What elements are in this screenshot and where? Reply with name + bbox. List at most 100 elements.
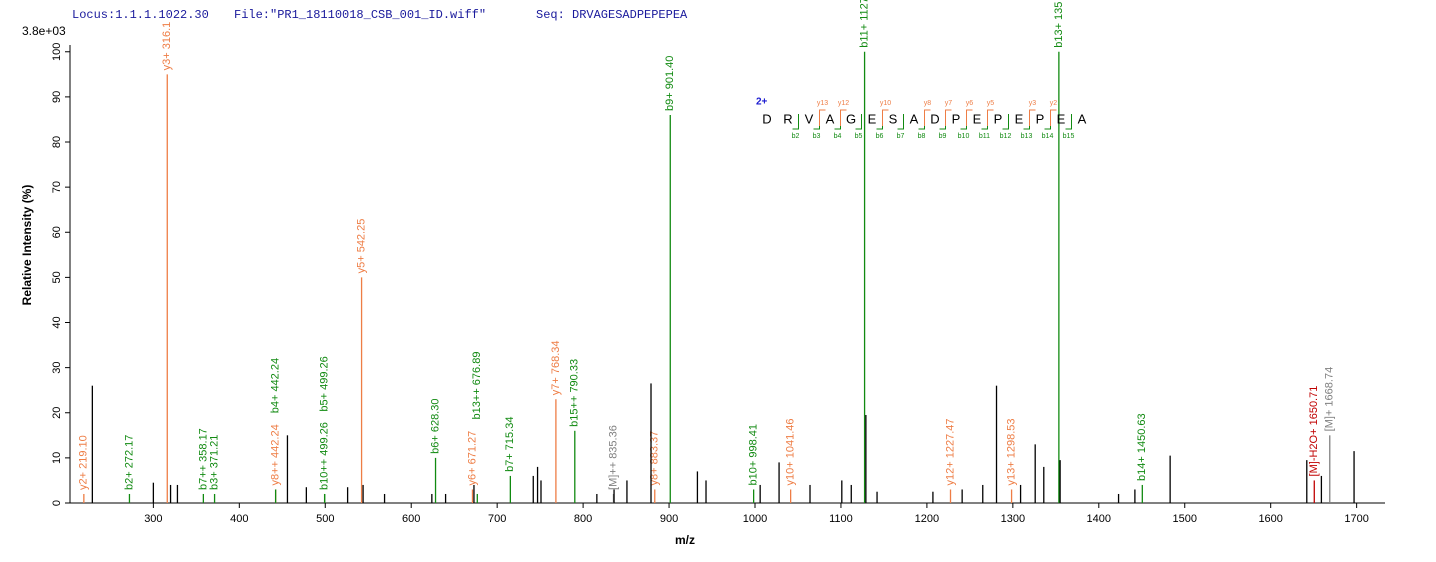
- x-tick-label: 1300: [1001, 513, 1025, 525]
- y-label: y7: [945, 100, 953, 107]
- scale-label: 3.8e+03: [22, 24, 66, 38]
- b-label: b11: [979, 133, 990, 140]
- x-tick-label: 1500: [1172, 513, 1196, 525]
- b-label: b7: [897, 133, 905, 140]
- b-bracket: [1044, 114, 1051, 130]
- peak-label: y3+ 316.1: [161, 22, 173, 71]
- y-tick-label: 100: [51, 43, 63, 61]
- peak-label: b14+ 1450.63: [1136, 413, 1148, 481]
- x-tick-label: 700: [488, 513, 506, 525]
- b-label: b10: [958, 133, 970, 140]
- residue: E: [973, 111, 982, 126]
- x-tick-label: 900: [660, 513, 678, 525]
- peak-label: y13+ 1298.53: [1005, 418, 1017, 485]
- x-tick-label: 1100: [829, 513, 853, 525]
- peak-label: b11+ 1127.49: [858, 0, 870, 48]
- y-label: y12: [838, 100, 849, 107]
- y-label: y2: [1050, 100, 1058, 107]
- b-label: b15: [1063, 133, 1075, 140]
- peak-label: [M]+ 1668.74: [1324, 367, 1336, 432]
- y-label: y13: [817, 100, 828, 107]
- x-tick-label: 600: [402, 513, 420, 525]
- y-bracket: [819, 109, 826, 126]
- peak-label: b10++ 499.26: [319, 422, 331, 490]
- b-label: b14: [1042, 133, 1054, 140]
- y-tick-label: 80: [51, 136, 63, 148]
- residue: V: [805, 111, 814, 126]
- peak-label: b7+ 715.34: [504, 417, 516, 472]
- peak-label: y2+ 219.10: [78, 435, 90, 490]
- peak-label: b4+ 442.24: [270, 358, 282, 413]
- residue: E: [1057, 111, 1066, 126]
- y-label: y10: [880, 100, 891, 107]
- residue: E: [1015, 111, 1024, 126]
- residue: G: [846, 111, 856, 126]
- peak-label: b9+ 901.40: [664, 56, 676, 111]
- b-label: b2: [792, 133, 800, 140]
- y-label: y5: [987, 100, 995, 107]
- x-tick-label: 500: [316, 513, 334, 525]
- y-bracket: [924, 109, 931, 126]
- x-axis-label: m/z: [675, 533, 695, 547]
- peak-label: b15++ 790.33: [569, 359, 581, 427]
- residue: A: [1078, 111, 1087, 126]
- residue: S: [889, 111, 898, 126]
- y-bracket: [945, 109, 952, 126]
- peak-label: b5+ 499.26: [319, 356, 331, 411]
- peak-label: y5+ 542.25: [355, 219, 367, 274]
- peak-label: y7+ 768.34: [550, 340, 562, 395]
- y-tick-label: 90: [51, 91, 63, 103]
- x-tick-label: 1000: [743, 513, 767, 525]
- sequence: Seq: DRVAGESADPEPEPEA: [536, 8, 688, 22]
- b-label: b5: [855, 133, 863, 140]
- peak-label: b2+ 272.17: [123, 435, 135, 490]
- residue: P: [1036, 111, 1045, 126]
- charge: 2+: [756, 97, 768, 108]
- b-bracket: [834, 114, 841, 130]
- y-tick-label: 50: [51, 271, 63, 283]
- y-tick-label: 60: [51, 226, 63, 238]
- b-bracket: [1065, 114, 1072, 130]
- y-tick-label: 30: [51, 362, 63, 374]
- peak-label: y10+ 1041.46: [785, 418, 797, 485]
- peak-label: b13+ 135: [1053, 2, 1065, 48]
- peak-label: y8+ 883.37: [649, 431, 661, 486]
- peak-label: b7++ 358.17: [197, 428, 209, 490]
- x-tick-label: 400: [230, 513, 248, 525]
- y-tick-label: 40: [51, 316, 63, 328]
- b-bracket: [981, 114, 988, 130]
- y-bracket: [966, 109, 973, 126]
- x-tick-label: 1200: [915, 513, 939, 525]
- peak-label: y12+ 1227.47: [944, 418, 956, 485]
- b-bracket: [897, 114, 904, 130]
- b-bracket: [1002, 114, 1009, 130]
- x-tick-label: 300: [144, 513, 162, 525]
- y-label: y8: [924, 100, 932, 107]
- residue: D: [762, 111, 771, 126]
- peak-label: b10+ 998.41: [748, 424, 760, 485]
- residue: P: [994, 111, 1003, 126]
- peak-label: [M]-H2O+ 1650.71: [1308, 386, 1320, 477]
- b-bracket: [1023, 114, 1030, 130]
- b-label: b4: [834, 133, 842, 140]
- y-label: y6: [966, 100, 974, 107]
- b-bracket: [813, 114, 820, 130]
- locus: Locus:1.1.1.1022.30: [72, 8, 209, 22]
- b-label: b9: [939, 133, 947, 140]
- b-bracket: [960, 114, 967, 130]
- peak-label: b3+ 371.21: [208, 435, 220, 490]
- residue: A: [826, 111, 835, 126]
- x-tick-label: 1400: [1087, 513, 1111, 525]
- y-axis-label: Relative Intensity (%): [20, 185, 34, 306]
- y-bracket: [1050, 109, 1057, 126]
- y-bracket: [987, 109, 994, 126]
- b-bracket: [939, 114, 946, 130]
- peak-label: y6+ 671.27: [466, 431, 478, 486]
- peak-label: [M]++ 835.36: [607, 425, 619, 490]
- b-bracket: [792, 114, 799, 130]
- x-tick-label: 1600: [1258, 513, 1282, 525]
- y-tick-label: 20: [51, 407, 63, 419]
- peak-label: b13++ 676.89: [471, 352, 483, 420]
- y-bracket: [1029, 109, 1036, 126]
